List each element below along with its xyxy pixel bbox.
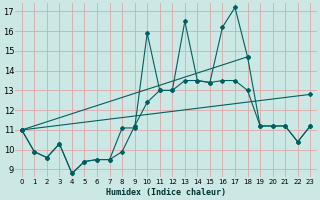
X-axis label: Humidex (Indice chaleur): Humidex (Indice chaleur) [106, 188, 226, 197]
